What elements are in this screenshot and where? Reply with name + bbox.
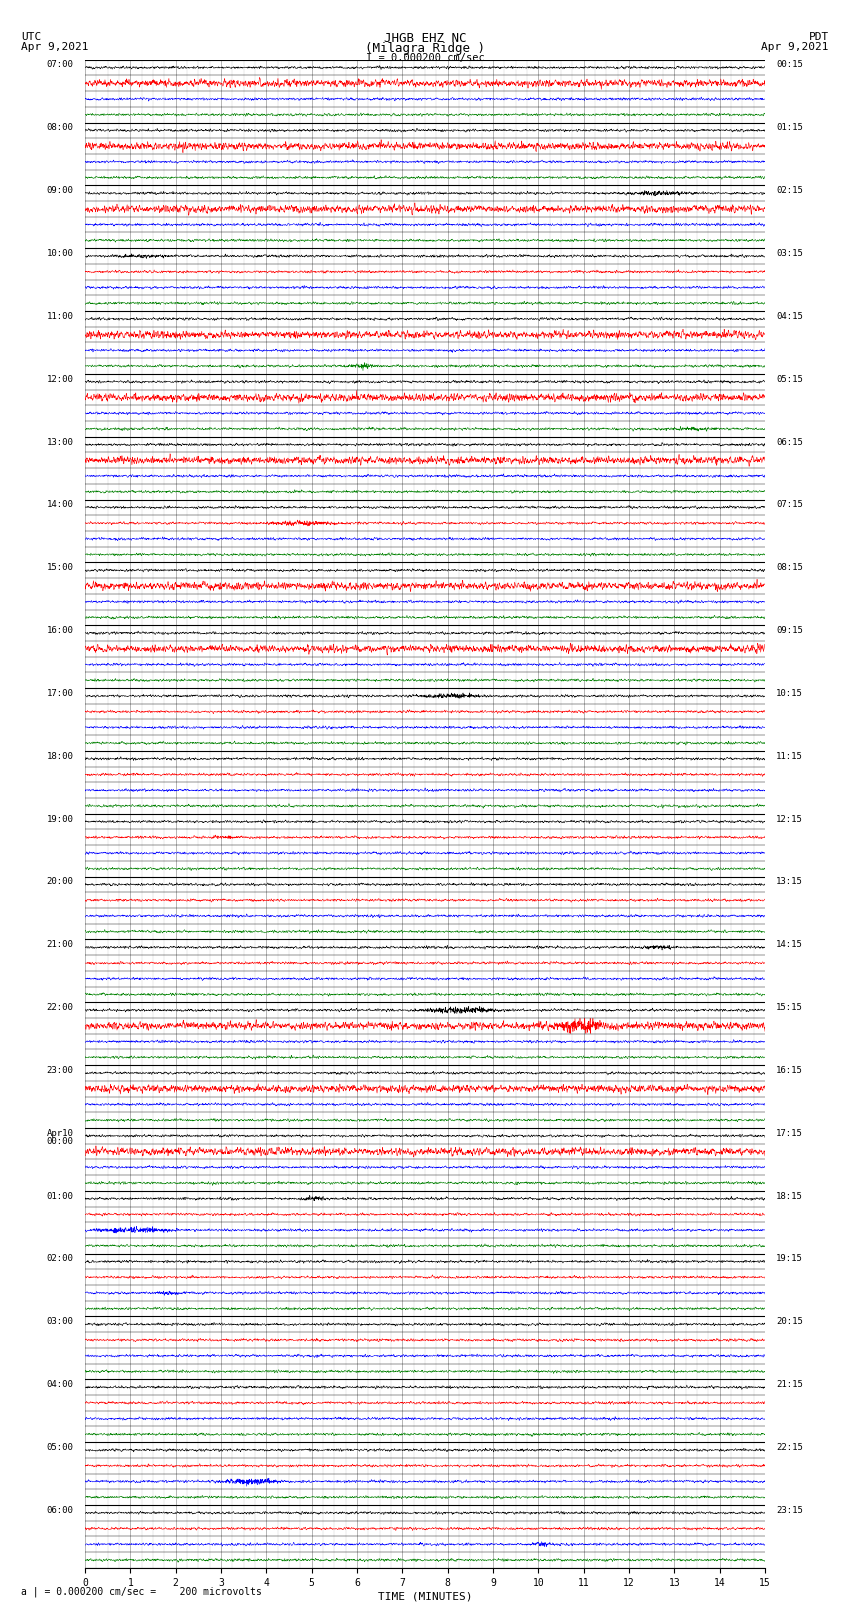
Text: 07:00: 07:00 bbox=[47, 60, 74, 69]
Text: 17:15: 17:15 bbox=[776, 1129, 803, 1137]
Text: 14:15: 14:15 bbox=[776, 940, 803, 948]
Text: 03:15: 03:15 bbox=[776, 248, 803, 258]
Text: 03:00: 03:00 bbox=[47, 1318, 74, 1326]
Text: 22:15: 22:15 bbox=[776, 1444, 803, 1452]
Text: 09:00: 09:00 bbox=[47, 185, 74, 195]
Text: 15:00: 15:00 bbox=[47, 563, 74, 573]
Text: 01:00: 01:00 bbox=[47, 1192, 74, 1200]
Text: 02:00: 02:00 bbox=[47, 1255, 74, 1263]
Text: 16:15: 16:15 bbox=[776, 1066, 803, 1074]
Text: 19:00: 19:00 bbox=[47, 815, 74, 824]
Text: 05:15: 05:15 bbox=[776, 374, 803, 384]
Text: 19:15: 19:15 bbox=[776, 1255, 803, 1263]
Text: 15:15: 15:15 bbox=[776, 1003, 803, 1011]
Text: 04:00: 04:00 bbox=[47, 1381, 74, 1389]
Text: 07:15: 07:15 bbox=[776, 500, 803, 510]
Text: JHGB EHZ NC: JHGB EHZ NC bbox=[383, 32, 467, 45]
Text: 13:00: 13:00 bbox=[47, 437, 74, 447]
Text: Apr 9,2021: Apr 9,2021 bbox=[762, 42, 829, 52]
Text: a | = 0.000200 cm/sec =    200 microvolts: a | = 0.000200 cm/sec = 200 microvolts bbox=[21, 1586, 262, 1597]
Text: 21:15: 21:15 bbox=[776, 1381, 803, 1389]
Text: 16:00: 16:00 bbox=[47, 626, 74, 636]
Text: 21:00: 21:00 bbox=[47, 940, 74, 948]
Text: 00:00: 00:00 bbox=[47, 1137, 74, 1145]
Text: 20:00: 20:00 bbox=[47, 877, 74, 887]
Text: 13:15: 13:15 bbox=[776, 877, 803, 887]
Text: 05:00: 05:00 bbox=[47, 1444, 74, 1452]
Text: PDT: PDT bbox=[808, 32, 829, 42]
Text: 22:00: 22:00 bbox=[47, 1003, 74, 1011]
Text: 08:00: 08:00 bbox=[47, 123, 74, 132]
Text: 06:15: 06:15 bbox=[776, 437, 803, 447]
Text: 11:15: 11:15 bbox=[776, 752, 803, 761]
Text: 00:15: 00:15 bbox=[776, 60, 803, 69]
Text: 11:00: 11:00 bbox=[47, 311, 74, 321]
Text: 06:00: 06:00 bbox=[47, 1507, 74, 1515]
Text: 08:15: 08:15 bbox=[776, 563, 803, 573]
Text: 23:00: 23:00 bbox=[47, 1066, 74, 1074]
Text: 20:15: 20:15 bbox=[776, 1318, 803, 1326]
Text: 12:00: 12:00 bbox=[47, 374, 74, 384]
Text: 14:00: 14:00 bbox=[47, 500, 74, 510]
Text: 01:15: 01:15 bbox=[776, 123, 803, 132]
Text: 18:00: 18:00 bbox=[47, 752, 74, 761]
Text: 10:15: 10:15 bbox=[776, 689, 803, 698]
Text: 23:15: 23:15 bbox=[776, 1507, 803, 1515]
Text: Apr 9,2021: Apr 9,2021 bbox=[21, 42, 88, 52]
Text: UTC: UTC bbox=[21, 32, 42, 42]
Text: 12:15: 12:15 bbox=[776, 815, 803, 824]
Text: 02:15: 02:15 bbox=[776, 185, 803, 195]
Text: (Milagra Ridge ): (Milagra Ridge ) bbox=[365, 42, 485, 55]
Text: 10:00: 10:00 bbox=[47, 248, 74, 258]
Text: I = 0.000200 cm/sec: I = 0.000200 cm/sec bbox=[366, 53, 484, 63]
Text: 04:15: 04:15 bbox=[776, 311, 803, 321]
Text: 17:00: 17:00 bbox=[47, 689, 74, 698]
Text: Apr10: Apr10 bbox=[47, 1129, 74, 1137]
Text: 18:15: 18:15 bbox=[776, 1192, 803, 1200]
Text: 09:15: 09:15 bbox=[776, 626, 803, 636]
X-axis label: TIME (MINUTES): TIME (MINUTES) bbox=[377, 1592, 473, 1602]
